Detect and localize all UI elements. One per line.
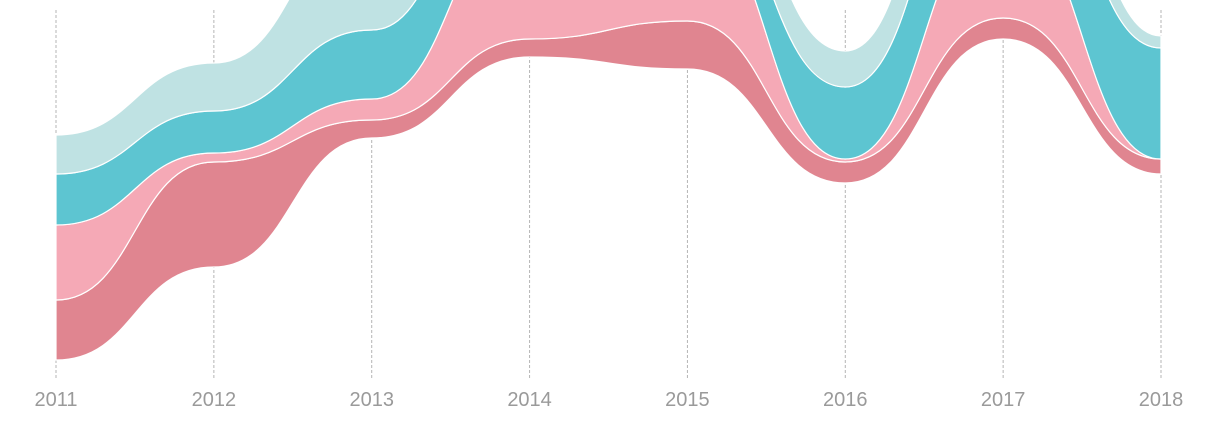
x-tick-label: 2012 bbox=[192, 389, 237, 411]
x-tick-label: 2013 bbox=[349, 389, 394, 411]
x-tick-label: 2016 bbox=[823, 389, 868, 411]
x-tick-label: 2011 bbox=[34, 389, 77, 411]
stream-layers bbox=[55, 0, 1162, 361]
x-tick-label: 2014 bbox=[507, 389, 552, 411]
x-axis-labels: 2011 2012 2013 2014 2015 2016 2017 2018 bbox=[34, 389, 1183, 411]
x-tick-label: 2017 bbox=[981, 389, 1026, 411]
x-tick-label: 2015 bbox=[665, 389, 710, 411]
x-tick-label: 2018 bbox=[1139, 389, 1184, 411]
stream-series-1 bbox=[55, 0, 1162, 175]
